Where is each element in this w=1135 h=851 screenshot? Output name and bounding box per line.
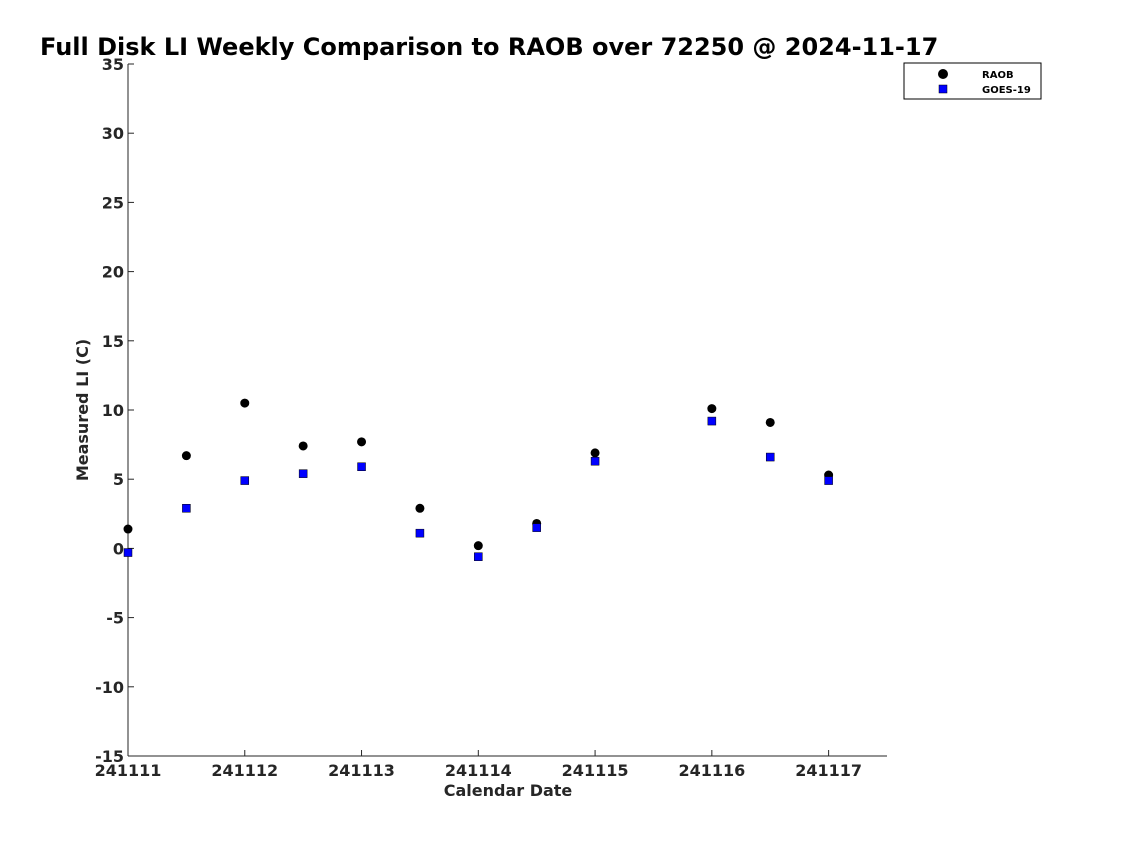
y-tick-label: 10 (102, 401, 124, 420)
raob-point (415, 503, 425, 513)
goes-19-point (123, 548, 133, 557)
x-axis-ticks: 241111 241112 241113 241114 241115 241116 2411… (95, 750, 862, 780)
goes-19-point (474, 552, 483, 561)
series-raob (123, 398, 834, 551)
legend-marker-goes-19 (938, 84, 948, 94)
goes-19-point (357, 462, 366, 471)
raob-point (473, 541, 483, 551)
goes-19-point (532, 523, 541, 532)
x-tick-label: 241112 (211, 761, 278, 780)
goes-19-point (824, 476, 833, 485)
x-tick-label: 241116 (678, 761, 745, 780)
x-axis-label: Calendar Date (444, 781, 573, 800)
legend-label: RAOB (982, 70, 1014, 81)
raob-point (765, 417, 775, 427)
y-axis-label: Measured LI (C) (73, 339, 92, 481)
legend-marker-raob (938, 69, 948, 79)
y-tick-label: -5 (106, 609, 124, 628)
y-axis-ticks: -15 -10 -5 0 5 10 15 20 25 30 35 (95, 55, 134, 766)
legend-box (903, 62, 1042, 100)
goes-19-point (182, 504, 191, 513)
goes-19-point (415, 528, 425, 538)
raob-point (123, 524, 133, 534)
y-tick-label: 30 (102, 124, 124, 143)
raob-point (707, 404, 717, 414)
y-tick-label: 0 (113, 539, 124, 558)
goes-19-point (240, 476, 250, 485)
x-tick-label: 241115 (562, 761, 629, 780)
chart-title: Full Disk LI Weekly Comparison to RAOB o… (40, 33, 938, 61)
y-tick-label: 20 (102, 263, 124, 282)
raob-point (240, 398, 250, 408)
x-tick-label: 241111 (95, 761, 162, 780)
goes-19-point (765, 452, 775, 462)
raob-point (357, 437, 367, 447)
x-tick-label: 241114 (445, 761, 512, 780)
y-tick-label: -15 (95, 747, 124, 766)
series-goes-19 (123, 416, 833, 561)
legend-label: GOES-19 (982, 85, 1031, 96)
legend: RAOB GOES-19 (903, 62, 1042, 100)
goes-19-point (707, 416, 717, 426)
raob-point (590, 448, 600, 458)
goes-19-point (298, 469, 308, 478)
data-points (123, 398, 834, 561)
axes (127, 64, 887, 757)
raob-point (298, 441, 308, 451)
goes-19-point (590, 456, 600, 466)
x-tick-label: 241113 (328, 761, 395, 780)
y-tick-label: 5 (113, 470, 124, 489)
y-tick-label: 15 (102, 332, 124, 351)
y-tick-label: 35 (102, 55, 124, 74)
y-tick-label: -10 (95, 678, 124, 697)
y-tick-label: 25 (102, 193, 124, 212)
raob-point (181, 451, 191, 461)
x-tick-label: 241117 (795, 761, 862, 780)
